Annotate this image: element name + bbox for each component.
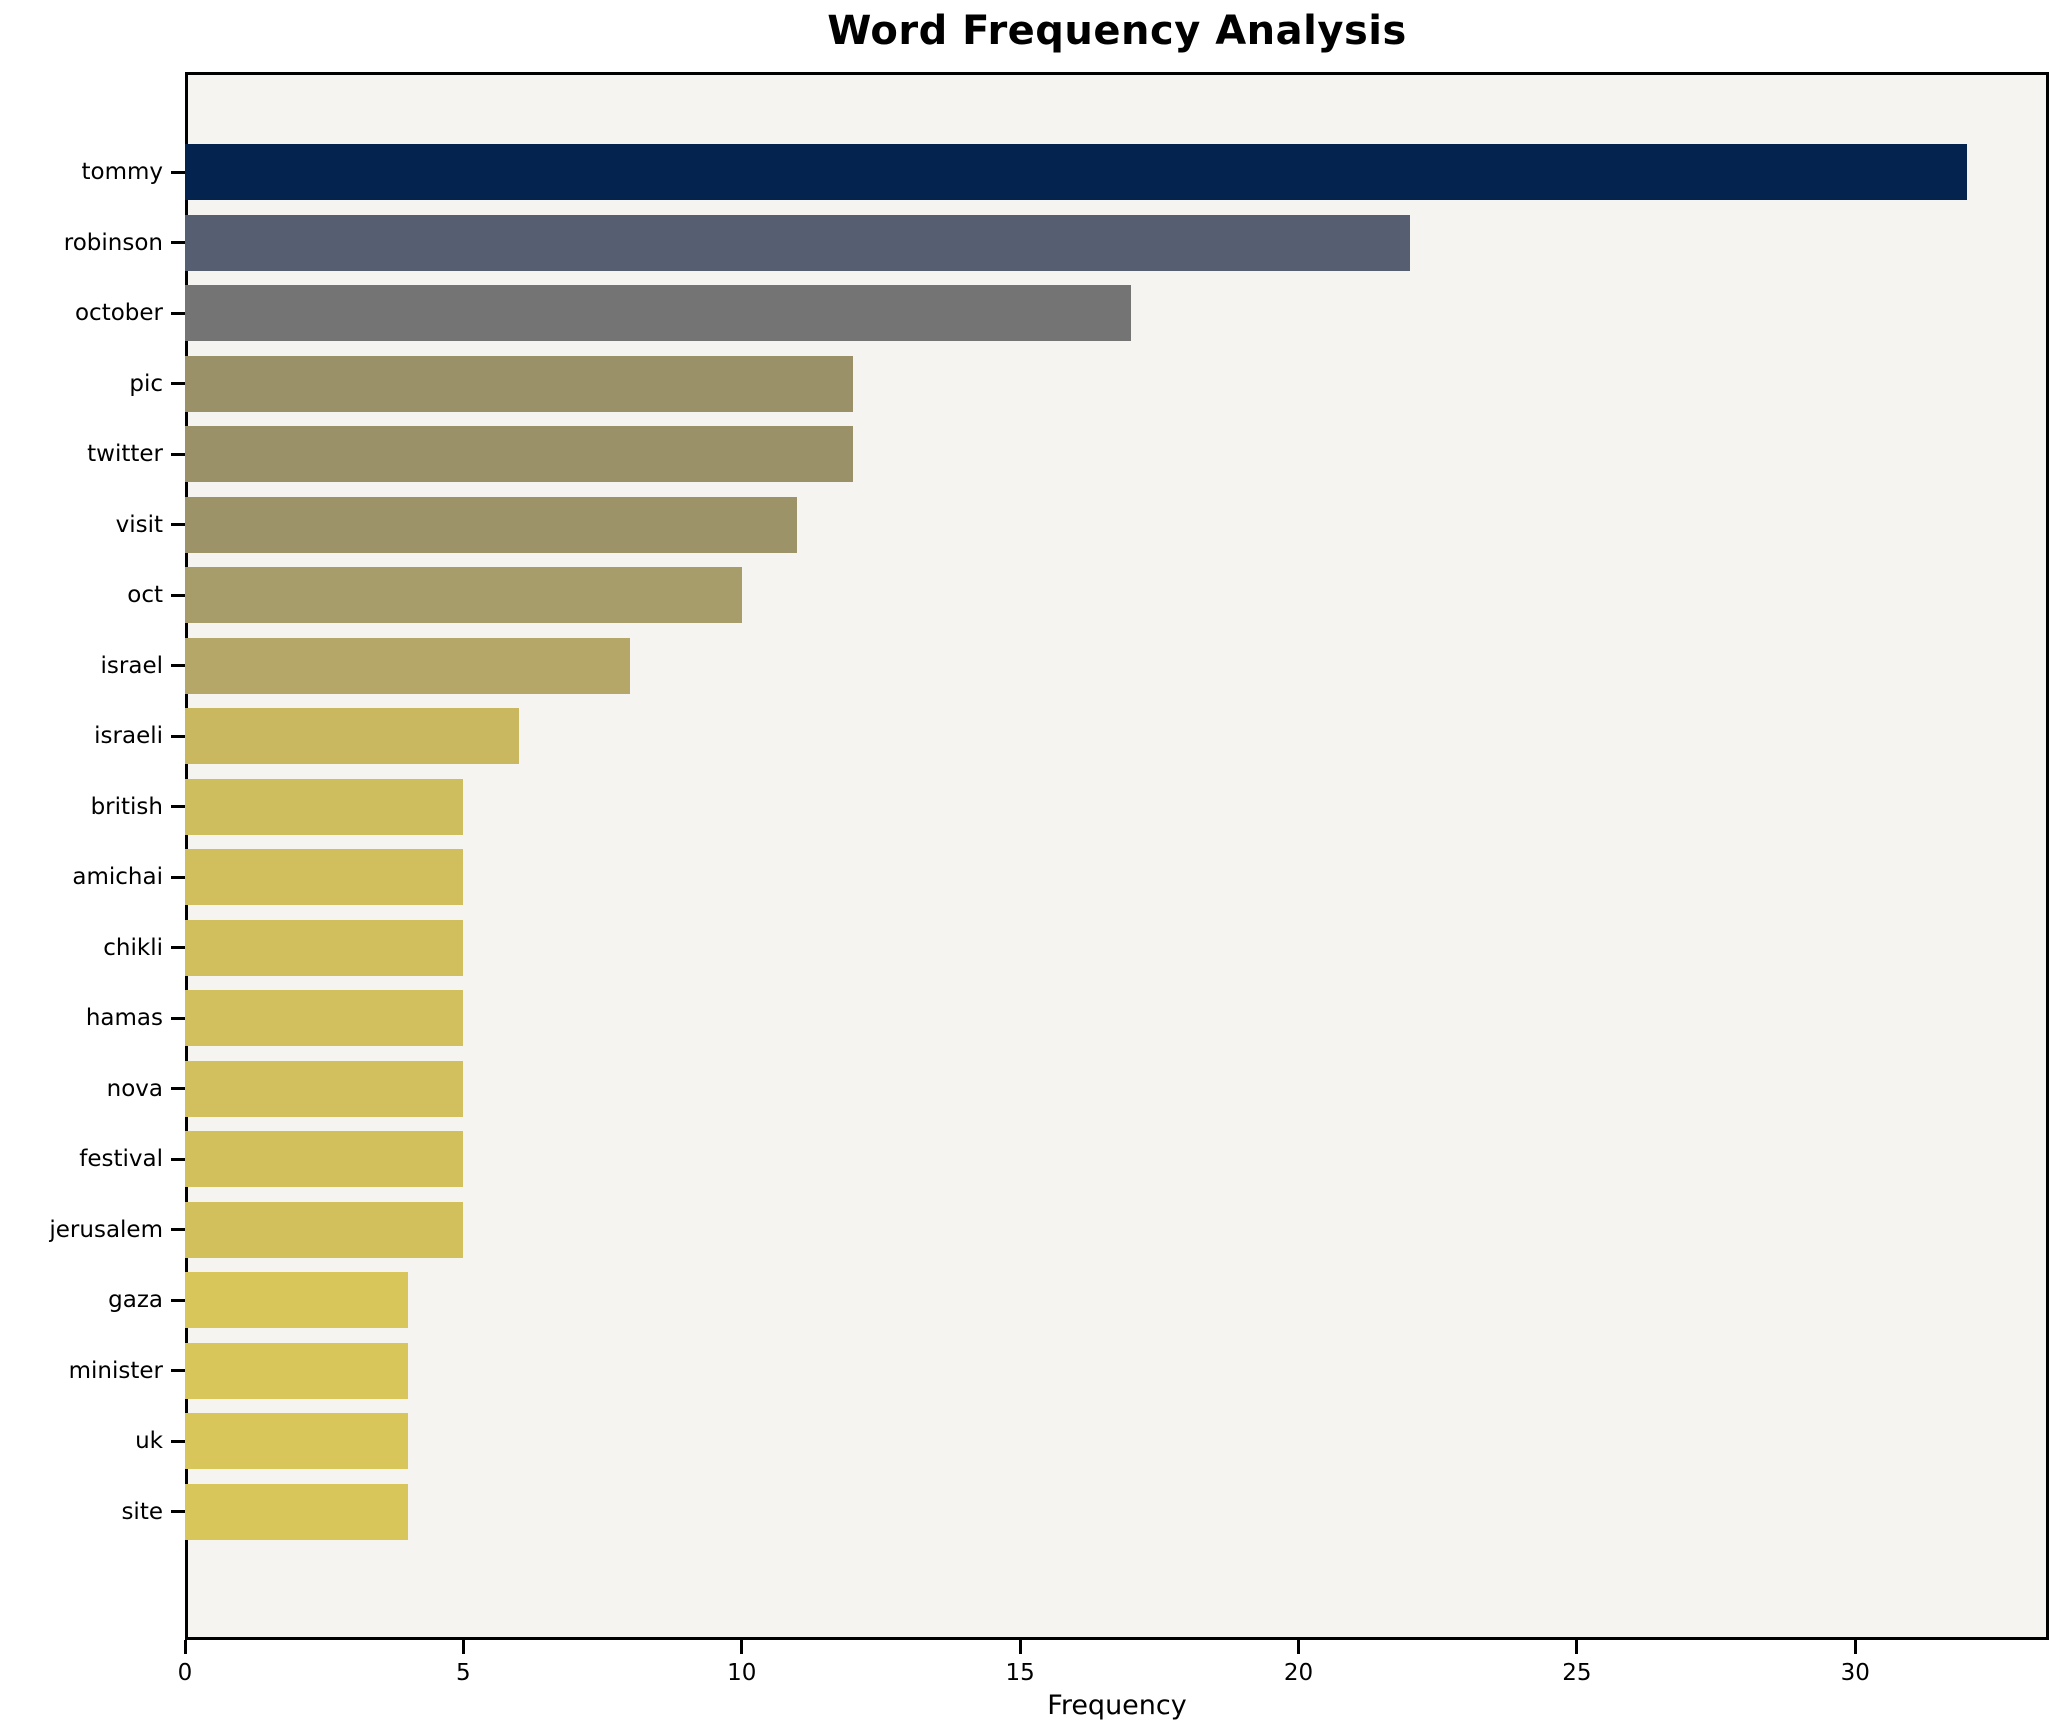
bar-nova — [185, 1060, 464, 1117]
bar-british — [185, 778, 464, 835]
x-tick-30 — [1853, 1640, 1857, 1654]
y-tick-minister — [171, 1369, 185, 1372]
y-tick-label-tommy: tommy — [81, 159, 163, 185]
y-tick-label-israel: israel — [100, 652, 163, 679]
y-tick-amichai — [171, 875, 185, 879]
x-tick-15 — [1018, 1640, 1022, 1654]
bar-hamas — [185, 990, 464, 1046]
bar-festival — [185, 1131, 464, 1187]
bar-twitter — [185, 426, 854, 482]
y-tick-site — [171, 1510, 185, 1513]
bar-amichai — [185, 849, 464, 905]
x-tick-label-5: 5 — [456, 1660, 471, 1686]
x-tick-label-20: 20 — [1283, 1660, 1314, 1686]
y-tick-british — [171, 805, 185, 808]
y-tick-israeli — [171, 734, 185, 738]
y-tick-label-minister: minister — [68, 1357, 163, 1384]
y-tick-visit — [171, 523, 185, 526]
bar-visit — [185, 496, 798, 553]
y-tick-label-oct: oct — [127, 582, 163, 608]
bar-tommy — [185, 144, 1967, 200]
y-tick-label-robinson: robinson — [63, 229, 163, 256]
y-tick-uk — [171, 1439, 185, 1443]
chart-title: Word Frequency Analysis — [827, 8, 1407, 54]
x-tick-label-15: 15 — [1005, 1660, 1035, 1686]
x-tick-label-25: 25 — [1562, 1660, 1592, 1686]
y-tick-label-israeli: israeli — [94, 723, 163, 749]
y-tick-label-festival: festival — [79, 1146, 163, 1172]
x-tick-0 — [183, 1640, 187, 1654]
x-tick-10 — [740, 1640, 744, 1654]
y-tick-label-pic: pic — [129, 370, 163, 397]
y-tick-label-british: british — [90, 793, 163, 820]
y-tick-label-jerusalem: jerusalem — [49, 1216, 163, 1243]
y-tick-label-visit: visit — [115, 511, 163, 538]
bar-gaza — [185, 1272, 408, 1328]
y-tick-robinson — [171, 241, 185, 244]
y-tick-label-gaza: gaza — [108, 1287, 163, 1313]
y-tick-label-site: site — [121, 1498, 163, 1525]
bar-jerusalem — [185, 1201, 464, 1258]
bar-site — [185, 1483, 408, 1540]
y-tick-gaza — [171, 1298, 185, 1302]
y-tick-hamas — [171, 1016, 185, 1020]
y-tick-label-uk: uk — [135, 1428, 163, 1454]
y-tick-israel — [171, 664, 185, 667]
y-tick-october — [171, 311, 185, 315]
x-tick-5 — [461, 1640, 465, 1654]
bar-minister — [185, 1342, 408, 1399]
bar-chikli — [185, 919, 464, 976]
bar-uk — [185, 1413, 408, 1469]
y-tick-festival — [171, 1157, 185, 1161]
bar-pic — [185, 355, 854, 412]
y-tick-pic — [171, 382, 185, 385]
y-tick-tommy — [171, 170, 185, 174]
x-axis-label: Frequency — [1047, 1690, 1187, 1721]
y-tick-label-twitter: twitter — [87, 441, 163, 467]
y-tick-label-hamas: hamas — [85, 1005, 163, 1031]
y-tick-jerusalem — [171, 1228, 185, 1231]
y-tick-nova — [171, 1087, 185, 1090]
x-tick-25 — [1575, 1640, 1579, 1654]
x-tick-label-0: 0 — [177, 1660, 193, 1686]
x-tick-label-10: 10 — [727, 1660, 757, 1686]
y-tick-label-amichai: amichai — [72, 864, 163, 890]
bar-october — [185, 285, 1132, 341]
x-tick-label-30: 30 — [1840, 1660, 1870, 1686]
bar-oct — [185, 567, 742, 623]
y-tick-label-nova: nova — [106, 1075, 163, 1102]
y-tick-label-chikli: chikli — [103, 934, 163, 961]
y-tick-label-october: october — [74, 300, 163, 326]
x-tick-20 — [1297, 1640, 1300, 1654]
y-tick-chikli — [171, 946, 185, 949]
y-tick-twitter — [171, 452, 185, 456]
bar-robinson — [185, 214, 1410, 271]
bar-israel — [185, 637, 631, 694]
y-tick-oct — [171, 593, 185, 597]
bar-israeli — [185, 708, 520, 764]
